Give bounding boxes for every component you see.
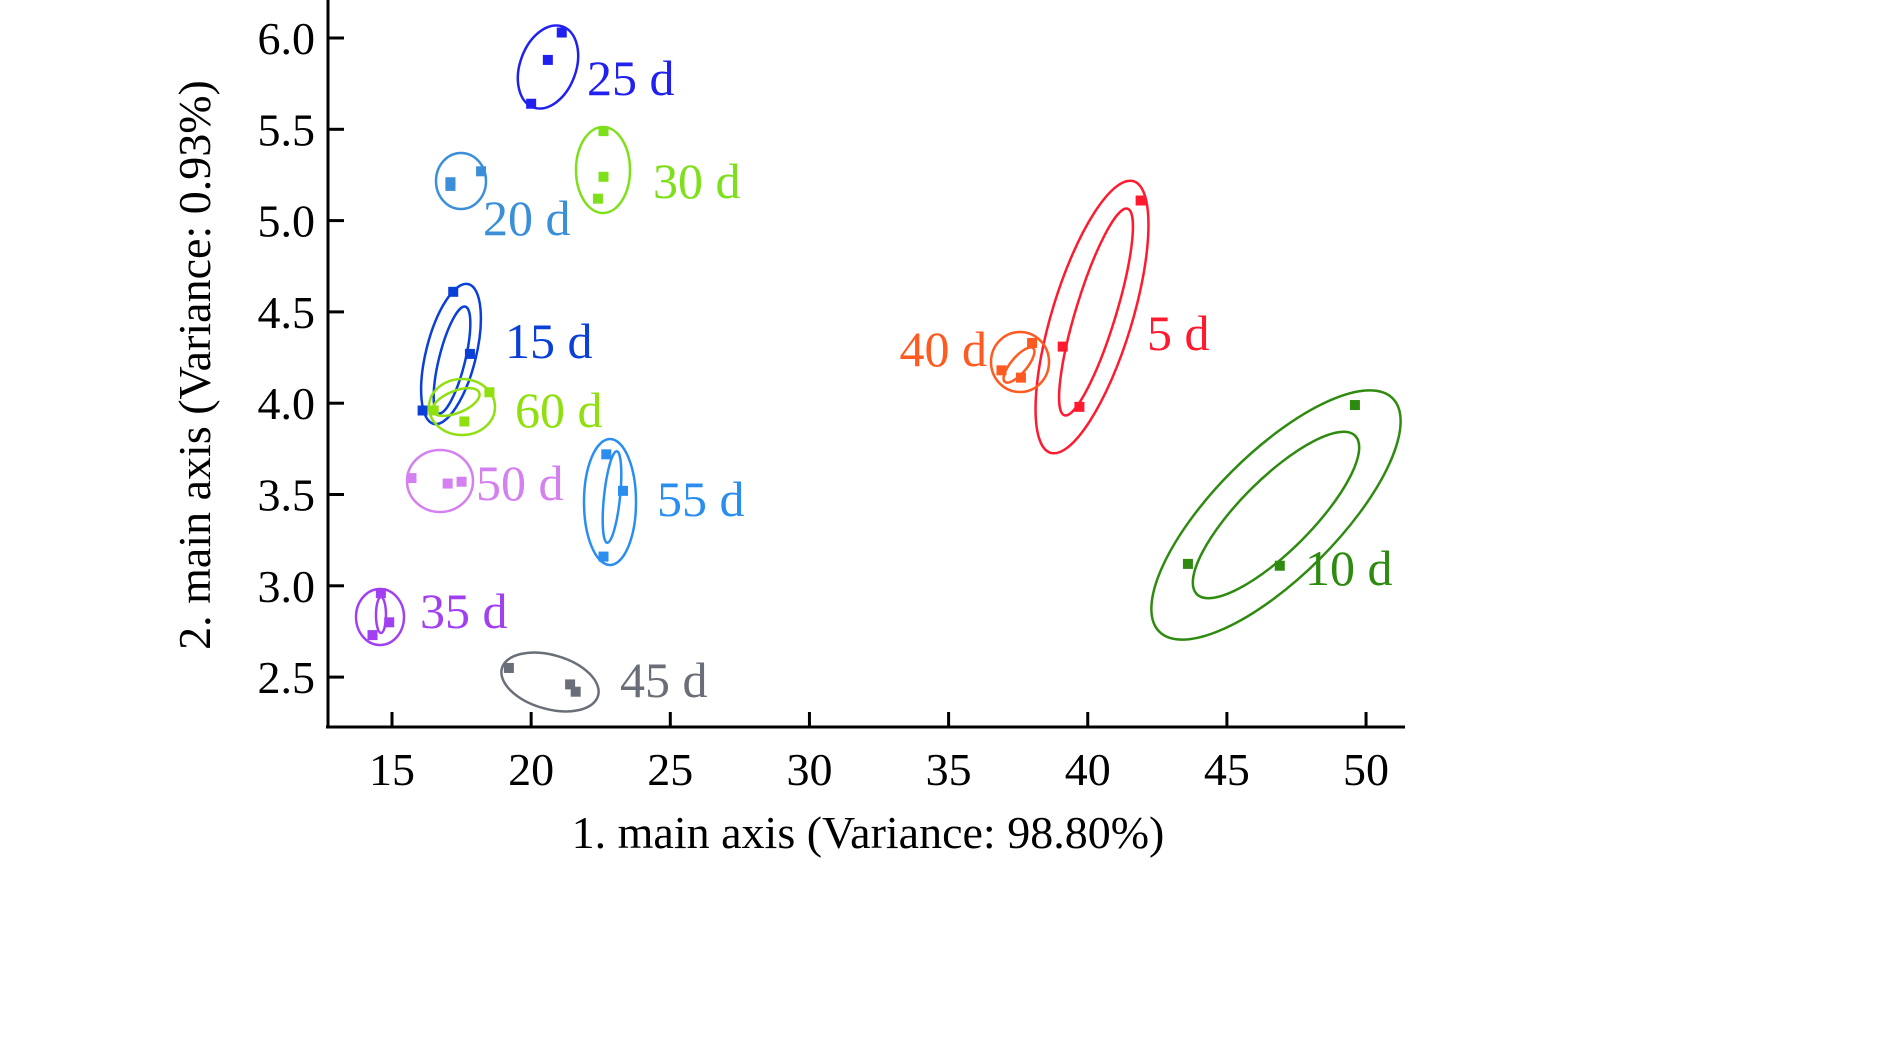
confidence-ellipse: [516, 24, 580, 110]
data-point: [526, 98, 537, 109]
data-point: [556, 27, 567, 38]
confidence-ellipse: [434, 151, 488, 211]
data-point: [448, 286, 459, 297]
data-point: [617, 485, 628, 496]
x-tick-label: 15: [369, 744, 415, 795]
x-tick-label: 45: [1204, 744, 1250, 795]
y-tick-label: 5.5: [258, 104, 316, 155]
confidence-ellipse: [500, 651, 600, 713]
data-point: [592, 193, 603, 204]
series-label: 60 d: [515, 382, 603, 438]
x-tick-label: 35: [926, 744, 972, 795]
data-point: [375, 588, 386, 599]
data-point: [428, 405, 439, 416]
series-label: 10 d: [1305, 540, 1393, 596]
y-tick-label: 5.0: [258, 196, 316, 247]
data-point: [1027, 337, 1038, 348]
confidence-ellipse: [1057, 207, 1135, 417]
confidence-ellipse: [1002, 346, 1036, 384]
y-tick-label: 4.0: [258, 378, 316, 429]
confidence-ellipse: [419, 282, 483, 426]
y-axis-label: 2. main axis (Variance: 0.93%): [169, 80, 220, 650]
data-point: [464, 348, 475, 359]
data-point: [406, 473, 417, 484]
x-axis-label: 1. main axis (Variance: 98.80%): [572, 807, 1165, 858]
y-tick-label: 4.5: [258, 287, 316, 338]
x-tick-label: 25: [647, 744, 693, 795]
data-point: [1349, 400, 1360, 411]
data-point: [484, 387, 495, 398]
y-tick-label: 2.5: [258, 652, 316, 703]
data-point: [996, 365, 1007, 376]
x-tick-label: 40: [1065, 744, 1111, 795]
data-point: [367, 630, 378, 641]
confidence-ellipse: [1034, 179, 1150, 455]
data-point: [476, 166, 487, 177]
data-point: [459, 416, 470, 427]
x-tick-label: 50: [1343, 744, 1389, 795]
data-point: [1274, 560, 1285, 571]
series-label: 30 d: [653, 153, 741, 209]
data-point: [1015, 372, 1026, 383]
confidence-ellipse: [989, 330, 1051, 394]
data-point: [384, 617, 395, 628]
data-point: [565, 679, 576, 690]
series-label: 40 d: [900, 321, 988, 377]
series-label: 35 d: [420, 583, 508, 639]
data-point: [598, 171, 609, 182]
series-label: 55 d: [657, 471, 745, 527]
data-point: [598, 551, 609, 562]
data-point: [456, 476, 467, 487]
confidence-ellipse: [1150, 389, 1402, 641]
data-points: [367, 27, 1360, 697]
series-label: 20 d: [483, 190, 571, 246]
confidence-ellipse: [601, 449, 623, 545]
y-tick-label: 6.0: [258, 13, 316, 64]
x-tick-label: 20: [508, 744, 554, 795]
data-point: [1135, 195, 1146, 206]
confidence-ellipse: [432, 305, 472, 415]
x-tick-label: 30: [786, 744, 832, 795]
y-tick-label: 3.5: [258, 470, 316, 521]
data-point: [598, 126, 609, 137]
confidence-ellipse: [574, 125, 632, 215]
series-label: 45 d: [620, 652, 708, 708]
data-point: [503, 662, 514, 673]
data-point: [542, 54, 553, 65]
series-label: 15 d: [505, 313, 593, 369]
data-point: [601, 449, 612, 460]
data-point: [570, 686, 581, 697]
ticks: 15 20 25 30 35 40 45 50 2.5 3.0 3.5 4.0 4.5 5.0 5.5 6.0: [258, 13, 1390, 795]
confidence-ellipse: [374, 595, 388, 635]
series-label: 50 d: [476, 455, 564, 511]
confidence-ellipse: [1191, 430, 1361, 600]
y-tick-label: 3.0: [258, 561, 316, 612]
data-point: [1057, 341, 1068, 352]
data-point: [417, 405, 428, 416]
data-point: [1074, 401, 1085, 412]
data-point: [1182, 558, 1193, 569]
confidence-ellipses: [354, 24, 1402, 713]
confidence-ellipse: [582, 437, 638, 567]
axes: [326, 0, 1405, 729]
data-point: [445, 180, 456, 191]
data-point: [442, 478, 453, 489]
series-labels: 5 d 10 d 15 d 20 d 25 d 30 d 35 d 40 d 45 d 50 d 5…: [420, 50, 1393, 708]
series-label: 5 d: [1147, 305, 1210, 361]
series-label: 25 d: [587, 50, 675, 106]
